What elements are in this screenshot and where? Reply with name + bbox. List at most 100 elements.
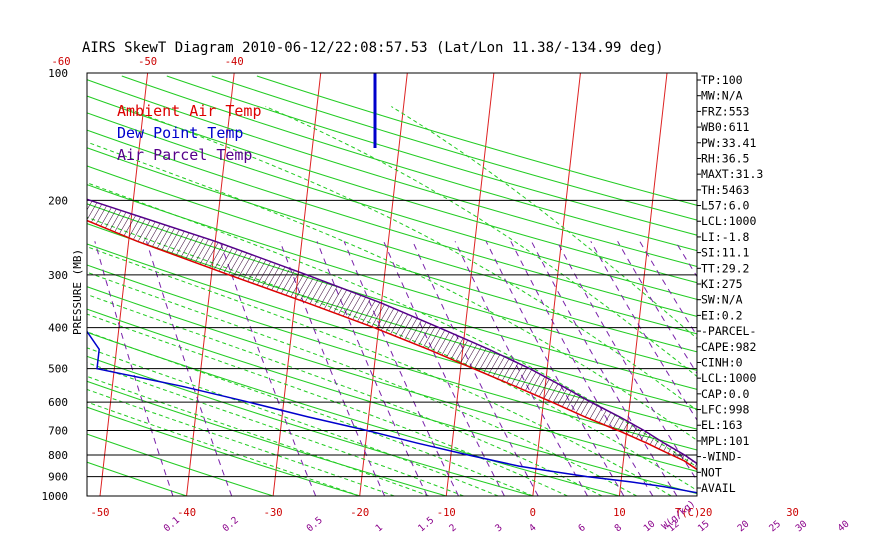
index-value: SW:N/A [701, 293, 743, 307]
dry-adiabat [87, 129, 697, 317]
dry-adiabat [87, 112, 697, 300]
index-value: LI:-1.8 [701, 230, 750, 244]
dry-adiabat [87, 308, 697, 495]
isotherm [445, 73, 495, 496]
index-value: CAPE:982 [701, 340, 756, 354]
mixing-ratio-line [279, 241, 386, 496]
x-axis-unit-label: T(C) [675, 507, 700, 519]
moist-adiabat [87, 141, 697, 441]
index-value: TP:100 [701, 73, 743, 87]
dry-adiabat [87, 243, 697, 430]
moist-adiabat [87, 347, 499, 496]
moist-adiabat [87, 375, 430, 496]
bottom-temp-tick-label: 30 [786, 507, 799, 519]
moist-adiabat [121, 106, 697, 411]
index-value: WB0:611 [701, 120, 750, 134]
chart-title: AIRS SkewT Diagram 2010-06-12/22:08:57.5… [82, 40, 664, 56]
legend-dew-point-temp: Dew Point Temp [117, 124, 243, 142]
legend-air-parcel-temp: Air Parcel Temp [117, 146, 252, 164]
dry-adiabat [87, 331, 620, 496]
dry-adiabat [87, 95, 697, 284]
bottom-temp-tick-label: 10 [613, 507, 626, 519]
mixing-ratio-line [590, 241, 697, 421]
mixing-ratio-tick-label: 1 [373, 522, 385, 534]
pressure-tick-label: 700 [48, 424, 68, 437]
index-value: AVAIL [701, 481, 736, 495]
mixing-ratio-tick-label: 20 [736, 518, 752, 534]
mixing-ratio-tick-label: 10 [642, 518, 658, 534]
index-value: TT:29.2 [701, 261, 749, 275]
bottom-temp-tick-label: -20 [350, 507, 369, 519]
mixing-ratio-tick-label: 25 [767, 519, 783, 535]
dry-adiabat [166, 75, 697, 236]
mixing-ratio-tick-label: 6 [576, 522, 588, 534]
mixing-ratio-line [94, 241, 174, 496]
grid-layer [87, 73, 841, 496]
dry-adiabat [87, 165, 697, 353]
bottom-temp-tick-label: 20 [700, 507, 713, 519]
dry-adiabat [121, 75, 697, 252]
dry-adiabat [256, 75, 697, 206]
moist-adiabat [87, 362, 464, 496]
dry-adiabat [87, 184, 697, 371]
air-parcel-temp-line [87, 198, 697, 465]
dry-adiabat [87, 147, 697, 335]
dry-adiabat [87, 286, 697, 472]
index-value: -WIND- [701, 450, 743, 464]
index-value: FRZ:553 [701, 104, 750, 118]
bottom-temp-tick-label: -50 [91, 507, 110, 519]
bottom-temp-tick-label: 0 [530, 507, 536, 519]
bottom-temp-tick-label: -10 [437, 507, 456, 519]
index-value: MW:N/A [701, 89, 743, 103]
dry-adiabat [87, 79, 697, 268]
mixing-ratio-line [617, 241, 697, 375]
moist-adiabat [87, 313, 568, 496]
isotherm [532, 73, 581, 496]
dry-adiabat [87, 380, 447, 496]
top-temp-tick-label: -50 [138, 56, 157, 68]
mixing-ratio-line [316, 241, 428, 496]
top-temp-tick-label: -40 [225, 56, 244, 68]
pressure-tick-label: 800 [48, 449, 68, 462]
pressure-tick-label: 1000 [42, 490, 69, 503]
moist-adiabat [87, 388, 395, 496]
mixing-ratio-line [556, 241, 697, 482]
index-value: TH:5463 [701, 183, 750, 197]
isotherm [359, 73, 408, 496]
index-value: -PARCEL- [701, 324, 756, 338]
top-temp-tick-label: -60 [52, 56, 71, 68]
mixing-ratio-tick-label: 0.5 [305, 515, 325, 534]
index-value: EL:163 [701, 418, 743, 432]
pressure-tick-label: 200 [48, 194, 68, 207]
index-value: SI:11.1 [701, 246, 750, 260]
pressure-tick-label: 300 [48, 269, 68, 282]
dew-point-temp-line [87, 330, 697, 494]
index-value: MPL:101 [701, 434, 750, 448]
mixing-ratio-line [383, 241, 505, 496]
index-value: CAP:0.0 [701, 387, 750, 401]
dry-adiabat [211, 75, 697, 221]
isotherm [793, 73, 841, 496]
moist-adiabat [87, 401, 360, 496]
data-layer [87, 73, 697, 494]
dry-adiabat [87, 406, 360, 496]
pressure-tick-label: 500 [48, 363, 68, 376]
index-value: MAXT:31.3 [701, 167, 763, 181]
index-value: CINH:0 [701, 355, 743, 369]
bottom-temp-tick-label: -40 [177, 507, 196, 519]
mixing-ratio-tick-label: 2 [447, 522, 458, 534]
index-value: LCL:1000 [701, 371, 756, 385]
dry-adiabat [87, 355, 533, 496]
pressure-tick-label: 600 [48, 396, 68, 409]
index-value: KI:275 [701, 277, 743, 291]
mixing-ratio-tick-label: 30 [794, 518, 810, 534]
mixing-ratio-tick-label: 8 [613, 522, 625, 534]
mixing-ratio-tick-label: 40 [836, 518, 852, 534]
bottom-temp-tick-label: -30 [264, 507, 283, 519]
isotherm [99, 73, 149, 496]
index-value: LFC:998 [701, 403, 750, 417]
index-value: L57:6.0 [701, 199, 750, 213]
pressure-tick-label: 900 [48, 471, 68, 484]
